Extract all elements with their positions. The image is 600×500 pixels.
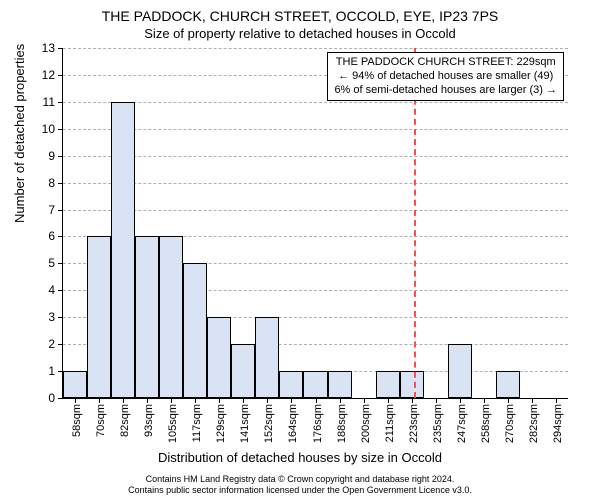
annotation-line: THE PADDOCK CHURCH STREET: 229sqm bbox=[334, 56, 557, 70]
ytick-label: 2 bbox=[48, 337, 63, 351]
xtick-label: 258sqm bbox=[480, 404, 492, 443]
xtick-label: 294sqm bbox=[552, 404, 564, 443]
histogram-bar bbox=[207, 317, 231, 398]
xtick-label: 58sqm bbox=[71, 404, 83, 437]
ytick-label: 9 bbox=[48, 149, 63, 163]
xtick-mark bbox=[460, 398, 461, 403]
xtick-label: 164sqm bbox=[287, 404, 299, 443]
ytick-label: 4 bbox=[48, 283, 63, 297]
gridline-h bbox=[63, 48, 568, 49]
gridline-h bbox=[63, 102, 568, 103]
xtick-mark bbox=[291, 398, 292, 403]
ytick-label: 11 bbox=[43, 95, 63, 109]
xtick-mark bbox=[388, 398, 389, 403]
annotation-line: ← 94% of detached houses are smaller (49… bbox=[334, 70, 557, 84]
gridline-h bbox=[63, 156, 568, 157]
histogram-bar bbox=[231, 344, 255, 398]
histogram-bar bbox=[111, 102, 135, 398]
xtick-mark bbox=[267, 398, 268, 403]
xtick-mark bbox=[195, 398, 196, 403]
attribution: Contains HM Land Registry data © Crown c… bbox=[0, 474, 600, 496]
xtick-label: 211sqm bbox=[384, 404, 396, 442]
xtick-label: 282sqm bbox=[528, 404, 540, 443]
chart-container: THE PADDOCK, CHURCH STREET, OCCOLD, EYE,… bbox=[0, 0, 600, 500]
xtick-mark bbox=[532, 398, 533, 403]
xtick-mark bbox=[99, 398, 100, 403]
ytick-label: 5 bbox=[48, 256, 63, 270]
ytick-label: 12 bbox=[42, 68, 63, 82]
histogram-bar bbox=[255, 317, 279, 398]
xtick-mark bbox=[147, 398, 148, 403]
xtick-label: 105sqm bbox=[167, 404, 179, 443]
xtick-mark bbox=[484, 398, 485, 403]
xtick-label: 93sqm bbox=[143, 404, 155, 437]
histogram-bar bbox=[448, 344, 472, 398]
plot-wrap: 01234567891011121358sqm70sqm82sqm93sqm10… bbox=[62, 48, 567, 398]
histogram-bar bbox=[376, 371, 400, 398]
histogram-bar bbox=[303, 371, 327, 398]
xtick-mark bbox=[340, 398, 341, 403]
histogram-bar bbox=[183, 263, 207, 398]
histogram-bar bbox=[328, 371, 352, 398]
histogram-bar bbox=[400, 371, 424, 398]
xtick-mark bbox=[243, 398, 244, 403]
xtick-label: 188sqm bbox=[336, 404, 348, 443]
ytick-label: 6 bbox=[48, 229, 63, 243]
xtick-label: 223sqm bbox=[408, 404, 420, 443]
gridline-h bbox=[63, 183, 568, 184]
chart-title-main: THE PADDOCK, CHURCH STREET, OCCOLD, EYE,… bbox=[0, 0, 600, 24]
xtick-label: 70sqm bbox=[95, 404, 107, 437]
xtick-label: 235sqm bbox=[432, 404, 444, 443]
annotation-line: 6% of semi-detached houses are larger (3… bbox=[334, 84, 557, 98]
gridline-h bbox=[63, 129, 568, 130]
xtick-label: 200sqm bbox=[360, 404, 372, 443]
xtick-mark bbox=[219, 398, 220, 403]
histogram-bar bbox=[279, 371, 303, 398]
histogram-bar bbox=[63, 371, 87, 398]
y-axis-label: Number of detached properties bbox=[12, 44, 27, 223]
annotation-box: THE PADDOCK CHURCH STREET: 229sqm← 94% o… bbox=[327, 52, 564, 101]
attribution-line-2: Contains public sector information licen… bbox=[0, 485, 600, 496]
xtick-mark bbox=[171, 398, 172, 403]
xtick-mark bbox=[123, 398, 124, 403]
xtick-label: 270sqm bbox=[504, 404, 516, 443]
xtick-mark bbox=[364, 398, 365, 403]
xtick-label: 82sqm bbox=[119, 404, 131, 437]
attribution-line-1: Contains HM Land Registry data © Crown c… bbox=[0, 474, 600, 485]
xtick-mark bbox=[412, 398, 413, 403]
xtick-label: 141sqm bbox=[239, 404, 251, 443]
ytick-label: 10 bbox=[42, 122, 63, 136]
histogram-bar bbox=[135, 236, 159, 398]
xtick-mark bbox=[316, 398, 317, 403]
chart-title-sub: Size of property relative to detached ho… bbox=[0, 24, 600, 41]
ytick-label: 7 bbox=[48, 203, 63, 217]
gridline-h bbox=[63, 210, 568, 211]
ytick-label: 1 bbox=[48, 364, 63, 378]
ytick-label: 8 bbox=[48, 176, 63, 190]
ytick-label: 0 bbox=[48, 391, 63, 405]
xtick-label: 117sqm bbox=[191, 404, 203, 442]
xtick-mark bbox=[556, 398, 557, 403]
histogram-bar bbox=[87, 236, 111, 398]
x-axis-label: Distribution of detached houses by size … bbox=[0, 450, 600, 465]
xtick-label: 129sqm bbox=[215, 404, 227, 443]
xtick-label: 176sqm bbox=[312, 404, 324, 443]
histogram-bar bbox=[159, 236, 183, 398]
xtick-mark bbox=[508, 398, 509, 403]
xtick-label: 152sqm bbox=[263, 404, 275, 443]
ytick-label: 3 bbox=[48, 310, 63, 324]
ytick-label: 13 bbox=[42, 41, 63, 55]
xtick-mark bbox=[75, 398, 76, 403]
histogram-bar bbox=[496, 371, 520, 398]
xtick-mark bbox=[436, 398, 437, 403]
plot-area: 01234567891011121358sqm70sqm82sqm93sqm10… bbox=[62, 48, 568, 399]
xtick-label: 247sqm bbox=[456, 404, 468, 443]
